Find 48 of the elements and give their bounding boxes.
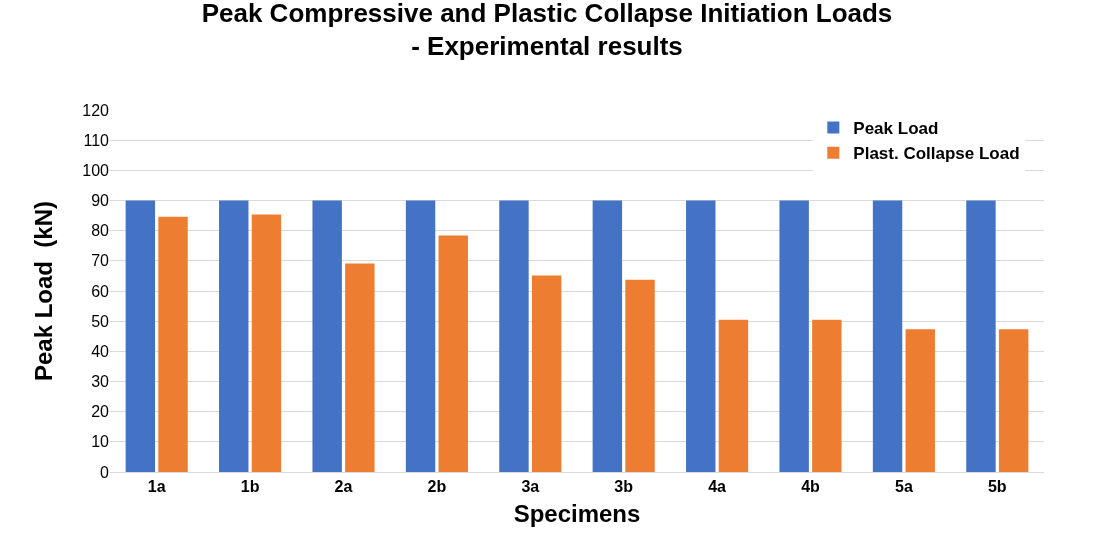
y-tick-label: 30 bbox=[91, 373, 110, 391]
bar bbox=[905, 329, 935, 472]
bar bbox=[499, 200, 529, 472]
bar bbox=[531, 275, 562, 472]
y-tick-label: 10 bbox=[91, 433, 110, 451]
bar bbox=[405, 200, 436, 472]
y-tick-label: 70 bbox=[91, 252, 110, 270]
legend-label: Plast. Collapse Load bbox=[853, 144, 1020, 164]
x-tick-label: 2a bbox=[334, 478, 353, 496]
y-tick-label: 100 bbox=[82, 161, 110, 179]
bar bbox=[345, 263, 375, 472]
y-tick-label: 40 bbox=[91, 342, 110, 360]
bar bbox=[779, 200, 809, 472]
y-tick-label: 120 bbox=[82, 101, 110, 119]
x-tick-label: 3a bbox=[521, 478, 540, 496]
bar bbox=[219, 200, 249, 472]
bar bbox=[812, 319, 842, 472]
bar bbox=[312, 200, 342, 472]
bar bbox=[251, 214, 282, 472]
bar bbox=[438, 235, 468, 472]
y-tick-label: 50 bbox=[91, 312, 110, 330]
x-tick-label: 4b bbox=[801, 478, 821, 496]
y-tick-label: 20 bbox=[91, 403, 110, 421]
bar bbox=[592, 200, 623, 472]
y-tick-label: 60 bbox=[91, 282, 110, 300]
bar bbox=[686, 200, 716, 472]
y-tick-label: 80 bbox=[91, 222, 110, 240]
x-tick-label: 4a bbox=[708, 478, 727, 496]
bar bbox=[718, 319, 749, 472]
bar bbox=[966, 200, 996, 472]
y-tick-label: 90 bbox=[91, 192, 110, 210]
x-axis-title: Specimens bbox=[513, 499, 641, 527]
bar bbox=[872, 200, 903, 472]
chart-title: Peak Compressive and Plastic Collapse Initiation Loads - Experimental results bbox=[201, 0, 893, 62]
x-tick-label: 1a bbox=[147, 478, 166, 496]
bar bbox=[625, 279, 655, 472]
bar bbox=[998, 329, 1029, 472]
x-tick-label: 3b bbox=[614, 478, 634, 496]
y-tick-label: 110 bbox=[83, 131, 110, 149]
x-tick-label: 5a bbox=[895, 478, 913, 496]
legend-label: Peak Load bbox=[853, 119, 939, 139]
bar bbox=[158, 216, 188, 472]
x-tick-label: 1b bbox=[240, 478, 260, 496]
x-tick-label: 5b bbox=[987, 478, 1007, 496]
bar bbox=[125, 200, 156, 472]
x-tick-label: 2b bbox=[427, 478, 447, 496]
y-axis-title: Peak Load (kN) bbox=[30, 200, 57, 382]
y-tick-label: 0 bbox=[100, 463, 110, 481]
